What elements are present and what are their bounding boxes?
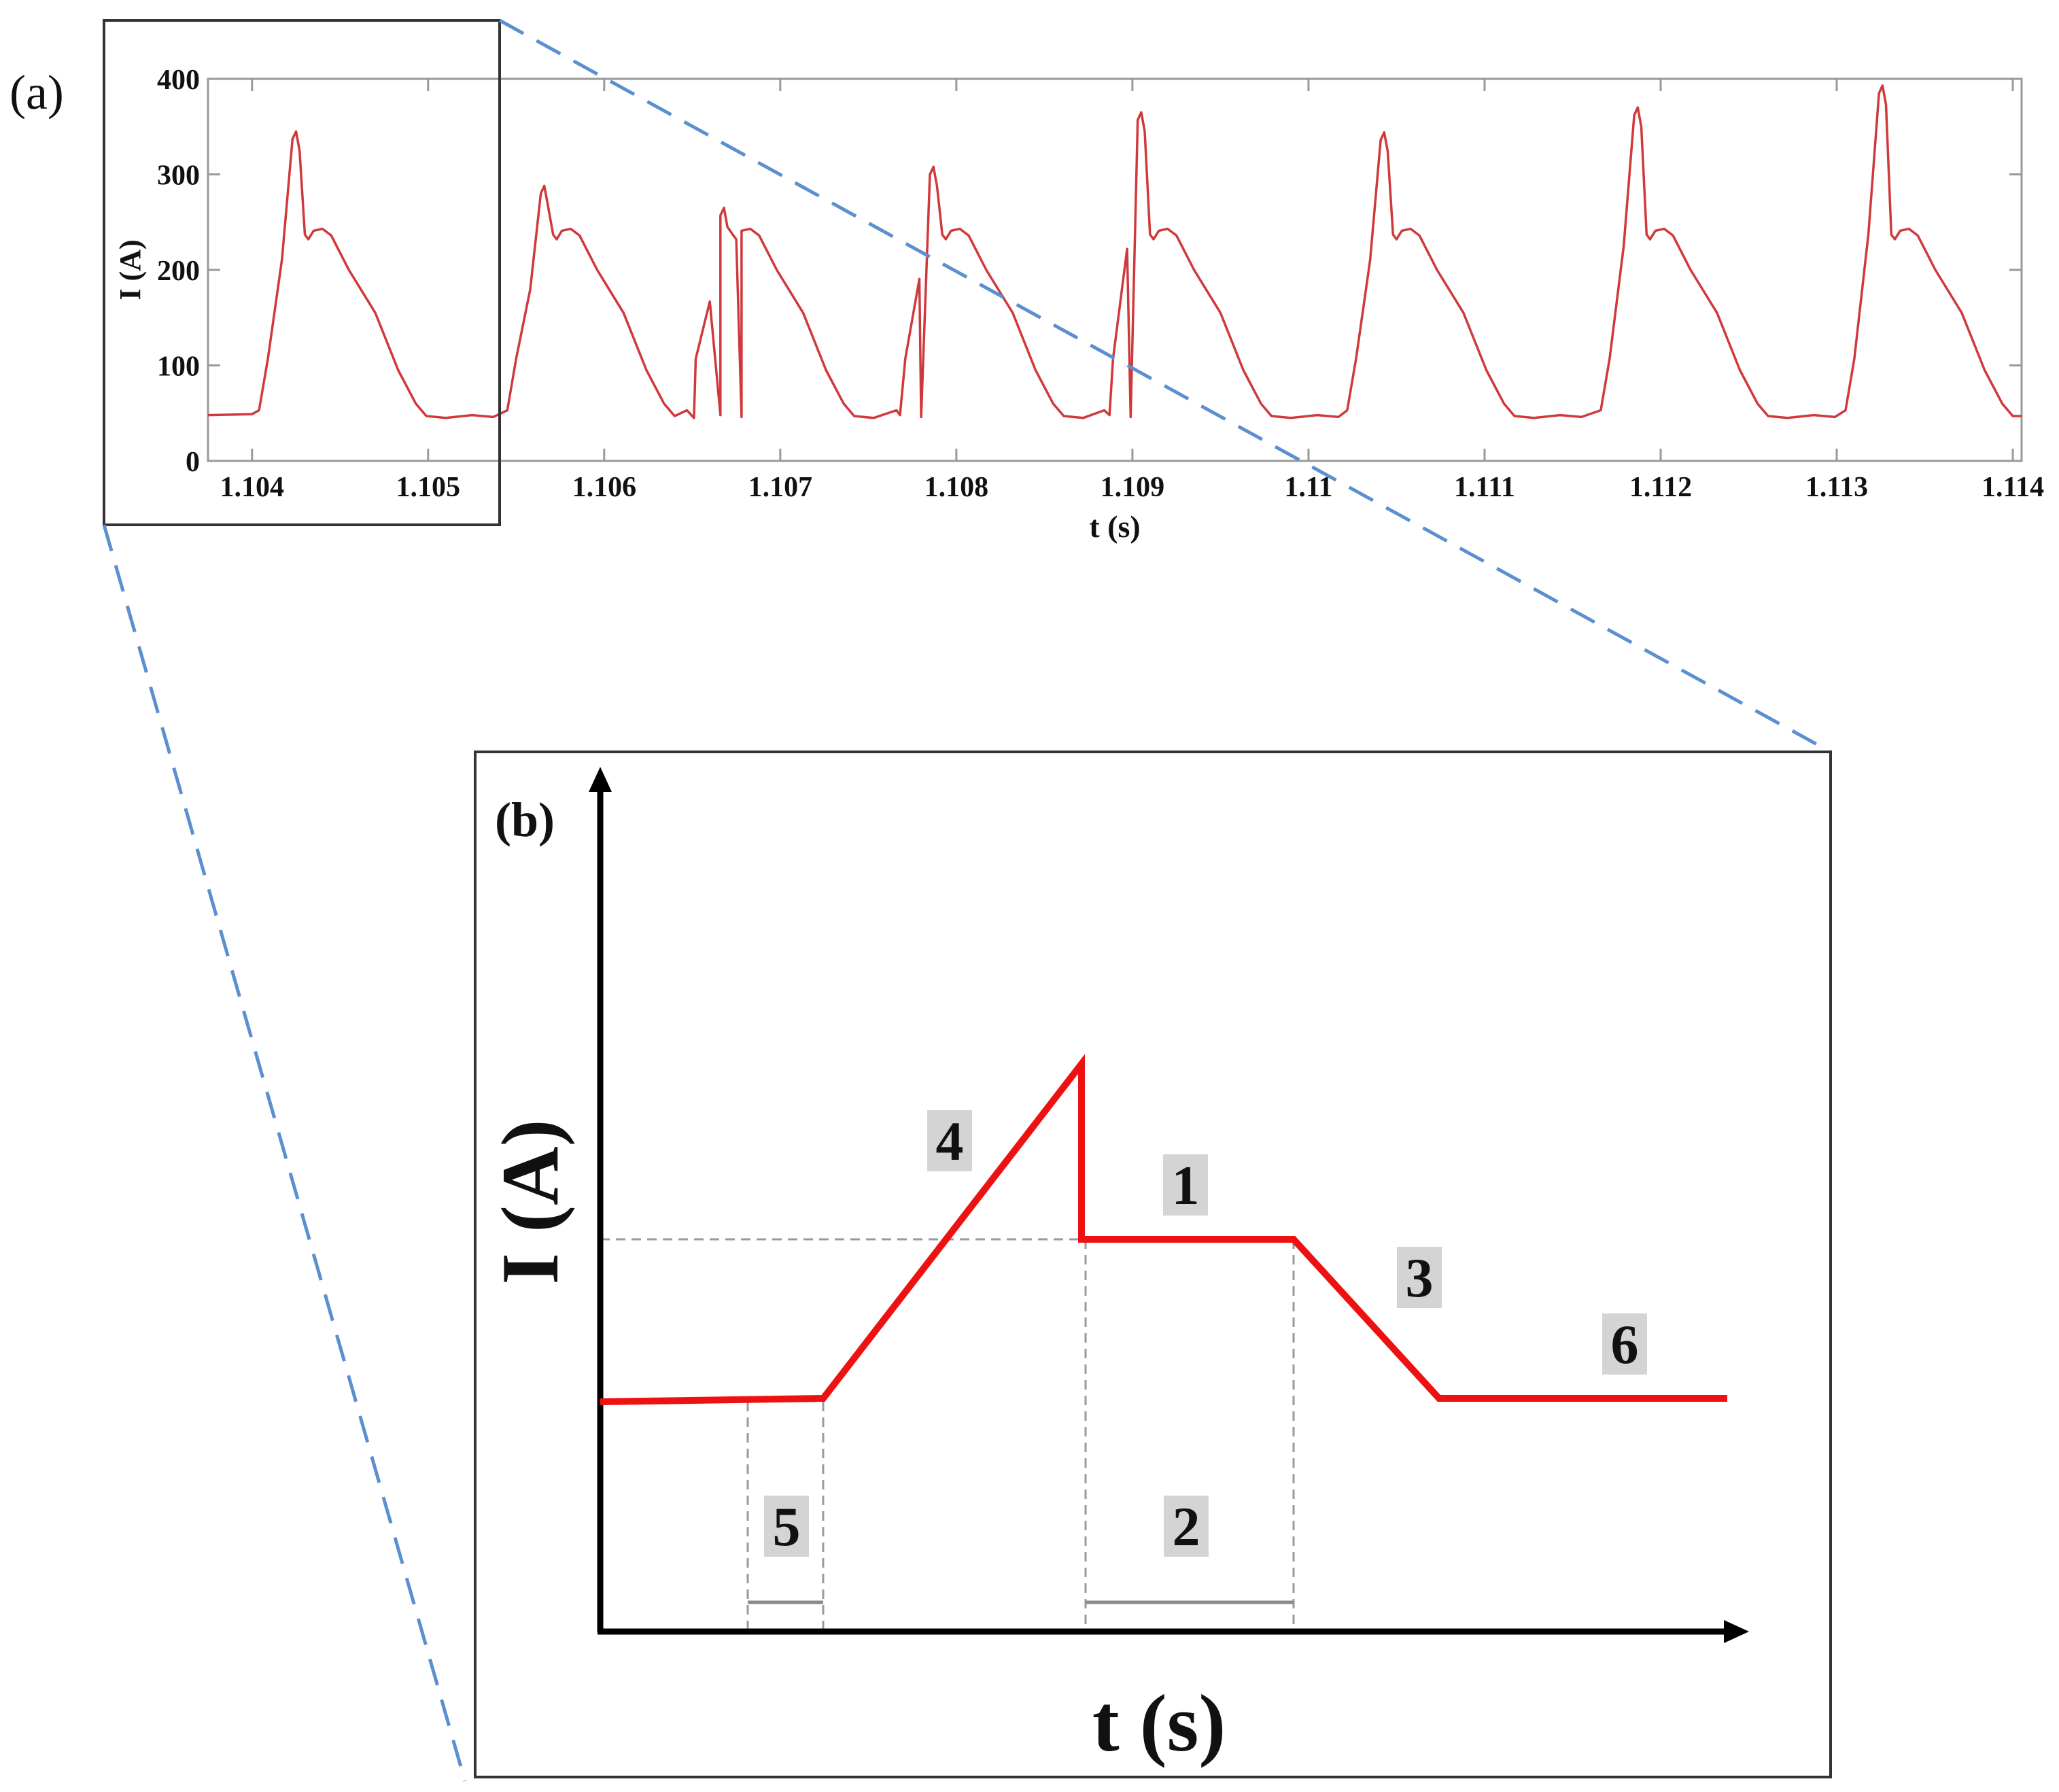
x-tick-label: 1.114 bbox=[1982, 472, 2044, 503]
svg-text:4: 4 bbox=[936, 1110, 964, 1172]
chart-a-frame bbox=[207, 77, 2023, 462]
x-tick-label: 1.11 bbox=[1284, 472, 1332, 503]
svg-text:3: 3 bbox=[1406, 1247, 1434, 1309]
chart-b-frame bbox=[474, 751, 1832, 1778]
chart-a-series bbox=[207, 84, 2022, 419]
svg-text:1: 1 bbox=[1172, 1154, 1200, 1216]
current-waveform-line bbox=[207, 84, 2022, 419]
chart-a-x-ticks: 1.104 1.105 1.106 1.107 1.108 1.109 1.11 1.111 1… bbox=[220, 79, 2044, 503]
y-tick-label: 0 bbox=[186, 447, 200, 478]
chart-b-x-axis-label: t (s) bbox=[1092, 1678, 1226, 1768]
panel-b-label: (b) bbox=[495, 793, 555, 847]
segment-label-2: 2 bbox=[1164, 1496, 1209, 1557]
x-tick-label: 1.112 bbox=[1629, 472, 1692, 503]
x-tick-label: 1.105 bbox=[396, 472, 461, 503]
y-axis-arrow-icon bbox=[589, 767, 612, 792]
x-tick-label: 1.106 bbox=[572, 472, 637, 503]
segment-label-1: 1 bbox=[1163, 1154, 1208, 1216]
x-tick-label: 1.107 bbox=[748, 472, 813, 503]
chart-a-y-axis-label: I (A) bbox=[114, 239, 147, 300]
segment-label-4: 4 bbox=[927, 1110, 972, 1172]
segment-label-5: 5 bbox=[764, 1496, 809, 1557]
x-tick-label: 1.108 bbox=[924, 472, 989, 503]
segment-label-3: 3 bbox=[1397, 1247, 1442, 1309]
x-tick-label: 1.113 bbox=[1805, 472, 1868, 503]
panel-b: (b) 4 1 3 bbox=[474, 751, 1832, 1778]
x-tick-label: 1.109 bbox=[1101, 472, 1165, 503]
svg-text:2: 2 bbox=[1173, 1496, 1200, 1557]
y-tick-label: 400 bbox=[157, 65, 200, 96]
zoom-line-right bbox=[498, 18, 1832, 754]
x-tick-label: 1.104 bbox=[220, 472, 285, 503]
svg-text:5: 5 bbox=[773, 1496, 801, 1557]
svg-text:6: 6 bbox=[1611, 1313, 1639, 1375]
zoom-line-left bbox=[102, 524, 467, 1782]
chart-a-y-ticks: 0 100 200 300 400 bbox=[157, 65, 2022, 478]
zoom-box bbox=[103, 19, 501, 526]
panel-a-label: (a) bbox=[10, 65, 64, 120]
y-tick-label: 200 bbox=[157, 256, 200, 287]
chart-a-x-axis-label: t (s) bbox=[1089, 509, 1140, 544]
x-axis-arrow-icon bbox=[1724, 1620, 1749, 1643]
chart-b-y-axis-label: I (A) bbox=[485, 1119, 575, 1284]
segment-label-6: 6 bbox=[1602, 1313, 1647, 1375]
guide-lines bbox=[600, 1238, 1295, 1632]
y-tick-label: 100 bbox=[157, 351, 200, 383]
y-tick-label: 300 bbox=[157, 160, 200, 192]
schematic-current-curve bbox=[600, 1054, 1727, 1405]
x-tick-label: 1.111 bbox=[1454, 472, 1515, 503]
